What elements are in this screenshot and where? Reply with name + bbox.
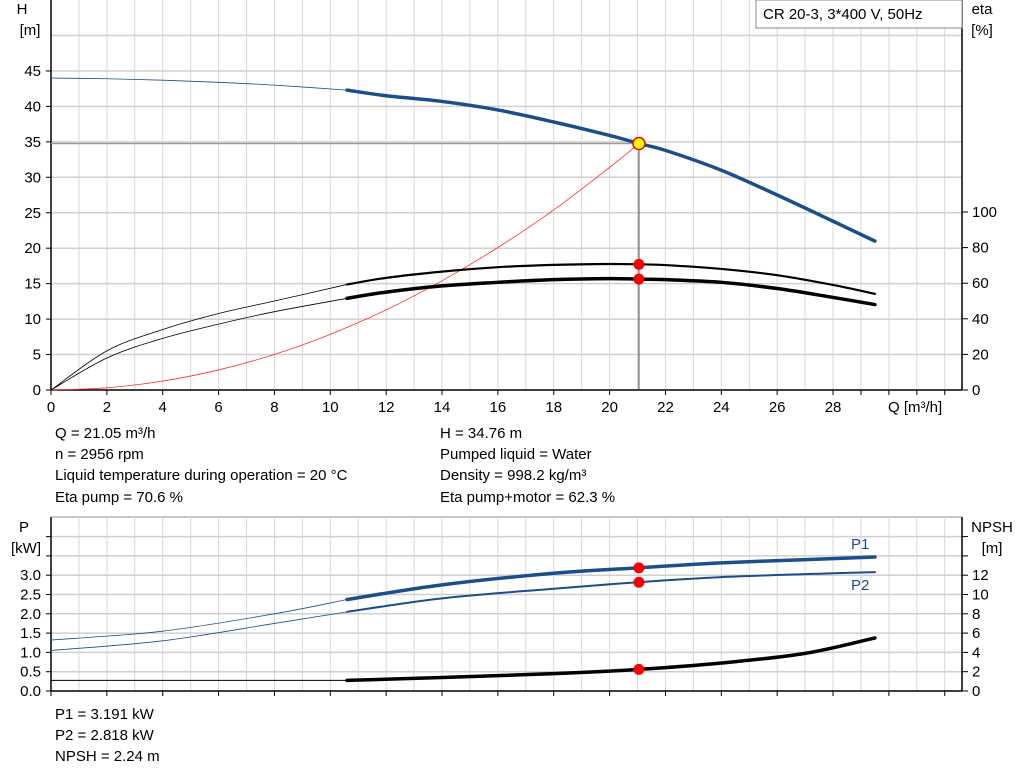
x-tick-label: 8	[270, 399, 278, 416]
x-tick-label: 26	[769, 399, 786, 416]
y-tick-label-left: 0.0	[20, 683, 41, 700]
y-tick-label-left: 0	[33, 382, 41, 399]
p2-label: P2	[851, 577, 869, 594]
y-tick-label-right: 0	[972, 683, 980, 700]
x-tick-label: 10	[322, 399, 339, 416]
p1-curve-operating	[345, 555, 877, 602]
y-tick-label-left: 15	[24, 276, 41, 293]
info-eta-pump: Eta pump = 70.6 %	[55, 489, 183, 506]
y-tick-label-left: 1.0	[20, 644, 41, 661]
info-density: Density = 998.2 kg/m³	[440, 467, 587, 484]
head-curve-extended	[50, 77, 348, 91]
x-tick-label: 22	[657, 399, 674, 416]
y-tick-label-right: 6	[972, 625, 980, 642]
eta-pump-motor-curve-operating	[345, 276, 877, 307]
y-tick-label-left: 40	[24, 98, 41, 115]
y-tick-label-left: 20	[24, 240, 41, 257]
x-tick-label: 6	[214, 399, 222, 416]
title-box	[755, 0, 963, 29]
y-axis-unit-right: [%]	[971, 22, 993, 39]
x-tick-label: 14	[434, 399, 451, 416]
info-temperature: Liquid temperature during operation = 20…	[55, 467, 348, 484]
duty-point-eta-pump	[633, 258, 645, 270]
eta-pump-curve-operating	[345, 262, 877, 295]
y-axis-label-right: eta	[972, 1, 994, 18]
y-tick-label-right: 20	[972, 346, 989, 363]
info-p2: P2 = 2.818 kW	[55, 727, 154, 744]
info-npsh: NPSH = 2.24 m	[55, 748, 160, 765]
y-tick-label-right: 8	[972, 606, 980, 623]
duty-point-p2	[633, 576, 645, 588]
y-tick-label-right: 100	[972, 204, 997, 221]
y-tick-label-left: 1.5	[20, 625, 41, 642]
y-tick-label-left: 5	[33, 347, 41, 364]
y-axis-unit-left: [m]	[20, 22, 41, 39]
y-tick-label-right: 12	[972, 567, 989, 584]
info-liquid: Pumped liquid = Water	[440, 446, 592, 463]
info-head: H = 34.76 m	[440, 425, 523, 442]
info-eta-pump-motor: Eta pump+motor = 62.3 %	[440, 489, 616, 506]
eta-pump-curve-extended	[50, 284, 348, 391]
y-tick-label-right: 0	[972, 382, 980, 399]
y-axis-unit-right: [m]	[982, 540, 1003, 557]
head-curve-operating	[345, 88, 877, 243]
duty-point-npsh	[633, 663, 645, 675]
y-axis-label-right: NPSH	[971, 519, 1013, 536]
info-p1: P1 = 3.191 kW	[55, 706, 154, 723]
y-tick-label-left: 30	[24, 169, 41, 186]
x-tick-label: 12	[378, 399, 395, 416]
y-tick-label-left: 3.0	[20, 567, 41, 584]
y-tick-label-right: 2	[972, 664, 980, 681]
system-curve	[50, 143, 640, 391]
x-tick-label: 2	[103, 399, 111, 416]
x-tick-label: 18	[545, 399, 562, 416]
duty-point-eta-pump-motor	[633, 273, 645, 285]
y-tick-label-right: 60	[972, 275, 989, 292]
title-box-text: CR 20-3, 3*400 V, 50Hz	[763, 6, 923, 23]
info-speed: n = 2956 rpm	[55, 446, 144, 463]
y-tick-label-left: 2.5	[20, 587, 41, 604]
y-axis-label-left: H	[17, 1, 28, 18]
y-axis-label-left: P	[19, 519, 29, 536]
duty-point-p1	[633, 562, 645, 574]
y-tick-label-left: 2.0	[20, 606, 41, 623]
p1-curve-extended	[50, 599, 348, 641]
y-axis-unit-left: [kW]	[11, 540, 41, 557]
power-npsh-chart: 0.0 0.5 1.0 1.5 2.0 2.5 3.0 0 2 4 6 8 10 12 P [kW] NPSH […	[11, 516, 1013, 700]
eta-pump-motor-curve-extended	[50, 297, 348, 391]
x-axis-label: Q [m³/h]	[888, 399, 942, 416]
npsh-curve-operating	[345, 636, 877, 683]
x-tick-label: 0	[47, 399, 55, 416]
y-tick-label-left: 0.5	[20, 664, 41, 681]
y-tick-label-left: 45	[24, 63, 41, 80]
y-tick-label-left: 25	[24, 205, 41, 222]
x-tick-label: 4	[159, 399, 167, 416]
y-tick-label-right: 40	[972, 311, 989, 328]
y-tick-label-right: 80	[972, 240, 989, 257]
p2-curve-operating	[346, 571, 876, 613]
y-tick-label-left: 10	[24, 311, 41, 328]
performance-chart: 0 2 4 6 8 10 12 14 16 18 20 22 24 26 28051015202530354…	[17, 0, 997, 416]
x-tick-label: 16	[490, 399, 507, 416]
x-tick-label: 28	[825, 399, 842, 416]
x-tick-label: 20	[601, 399, 618, 416]
p2-curve-extended	[50, 611, 348, 651]
duty-point-head	[632, 136, 646, 151]
info-q: Q = 21.05 m³/h	[55, 425, 156, 442]
x-tick-label: 24	[713, 399, 730, 416]
y-tick-label-right: 10	[972, 587, 989, 604]
y-tick-label-left: 35	[24, 134, 41, 151]
y-tick-label-right: 4	[972, 644, 980, 661]
p1-label: P1	[851, 536, 869, 553]
